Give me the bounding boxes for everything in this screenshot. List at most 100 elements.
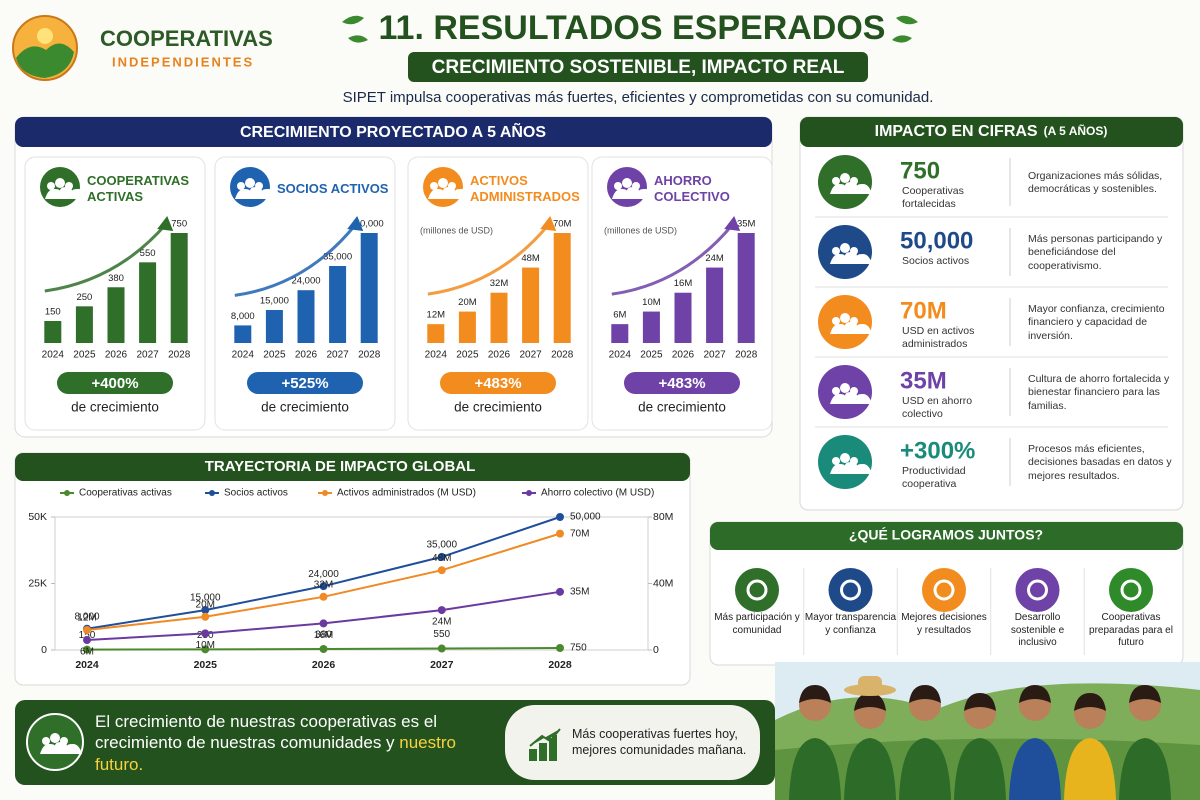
series-point bbox=[319, 644, 328, 653]
icon-glyph bbox=[840, 173, 850, 183]
series-point bbox=[437, 566, 446, 575]
impact-label: USD en activos administrados bbox=[902, 325, 975, 351]
benefit-icon bbox=[1015, 568, 1060, 612]
person-body bbox=[899, 738, 951, 800]
legend-dot bbox=[526, 490, 532, 496]
bar-value-label: 50,000 bbox=[355, 219, 384, 230]
point-label: 24,000 bbox=[308, 569, 339, 580]
icon-glyph bbox=[933, 579, 955, 601]
impact-description: Organizaciones más sólidas, democráticas… bbox=[1028, 169, 1163, 195]
x-tick-label: 2028 bbox=[735, 350, 758, 361]
panel-title-suffix: (A 5 AÑOS) bbox=[1044, 123, 1108, 138]
benefit-icon bbox=[828, 568, 873, 612]
benefit-label: Mejores decisiones y resultados bbox=[901, 612, 987, 636]
benefit-label: Más participación y comunidad bbox=[714, 612, 800, 636]
icon-glyph bbox=[55, 178, 65, 188]
hat-top bbox=[858, 676, 882, 690]
benefit-label: Cooperativas preparadas para el futuro bbox=[1089, 612, 1173, 648]
bar-value-label: 35,000 bbox=[323, 252, 352, 263]
point-label: 20M bbox=[196, 599, 215, 610]
series-point bbox=[319, 582, 328, 591]
point-label: 35M bbox=[570, 586, 589, 597]
impact-description-box: Más personas participando y beneficiándo… bbox=[1028, 233, 1162, 271]
bar-value-label: 8,000 bbox=[231, 311, 255, 322]
x-tick-label: 2028 bbox=[168, 350, 191, 361]
bar bbox=[458, 311, 476, 343]
bar bbox=[360, 233, 378, 343]
benefit-label: Mayor transparencia y confianza bbox=[804, 612, 897, 636]
benefit-icon bbox=[1109, 568, 1153, 612]
card-title-box: ACTIVOS ADMINISTRADOS bbox=[470, 173, 580, 204]
impact-label: USD en ahorro colectivo bbox=[902, 395, 973, 421]
growth-pill bbox=[57, 372, 173, 394]
benefit-label-box: Más participación y comunidad bbox=[714, 612, 800, 636]
bar bbox=[265, 310, 283, 343]
icon-glyph bbox=[832, 177, 840, 185]
icon-glyph bbox=[237, 182, 245, 190]
x-tick-label: 2024 bbox=[425, 350, 448, 361]
impact-value: 70M bbox=[900, 297, 947, 324]
x-tick-label: 2024 bbox=[75, 659, 99, 671]
growth-pill bbox=[624, 372, 740, 394]
trend-arrowhead bbox=[347, 216, 364, 231]
tagline: SIPET impulsa cooperativas más fuertes, … bbox=[343, 89, 934, 106]
y-tick-label: 40M bbox=[653, 577, 673, 589]
footer-message: El crecimiento de nuestras cooperativas … bbox=[95, 712, 438, 753]
growth-value: +483% bbox=[658, 375, 705, 392]
point-label: 16M bbox=[314, 630, 333, 641]
bar-value-label: 16M bbox=[674, 278, 693, 289]
x-tick-label: 2026 bbox=[295, 350, 318, 361]
x-tick-label: 2025 bbox=[456, 350, 479, 361]
trend-arrow bbox=[427, 224, 550, 296]
person-body bbox=[844, 738, 896, 800]
icon-glyph bbox=[746, 579, 768, 601]
person-hair bbox=[1129, 685, 1161, 703]
footer-message-box: El crecimiento de nuestras cooperativas … bbox=[95, 712, 505, 774]
point-label: 10M bbox=[196, 640, 215, 651]
footer-message-box-box: El crecimiento de nuestras cooperativas … bbox=[95, 712, 505, 774]
impact-description: Procesos más eficientes, decisiones basa… bbox=[1028, 443, 1172, 482]
growth-value: +400% bbox=[91, 375, 138, 392]
footer-highlight: nuestro futuro. bbox=[95, 733, 456, 774]
icon-glyph bbox=[50, 733, 60, 743]
x-tick-label: 2026 bbox=[105, 350, 128, 361]
series-point bbox=[556, 513, 564, 521]
y-tick-label: 50K bbox=[28, 511, 47, 523]
icon-glyph bbox=[438, 178, 448, 188]
x-tick-label: 2026 bbox=[312, 659, 336, 671]
series-point bbox=[319, 592, 328, 601]
icon-glyph bbox=[40, 742, 82, 754]
icon-glyph bbox=[830, 252, 872, 264]
card-title: SOCIOS ACTIVOS bbox=[277, 180, 389, 196]
callout-icon bbox=[529, 728, 561, 761]
growth-caption: de crecimiento bbox=[454, 400, 542, 415]
impact-description: Cultura de ahorro fortalecida y bienesta… bbox=[1028, 373, 1170, 412]
bar bbox=[490, 292, 508, 343]
subtitle: CRECIMIENTO SOSTENIBLE, IMPACTO REAL bbox=[432, 57, 845, 78]
icon-glyph bbox=[245, 178, 255, 188]
point-label: 380 bbox=[315, 630, 332, 641]
panel-title: CRECIMIENTO PROYECTADO A 5 AÑOS bbox=[240, 121, 546, 141]
impact-description-box: Procesos más eficientes, decisiones basa… bbox=[1028, 443, 1172, 482]
icon-glyph bbox=[830, 322, 872, 334]
growth-value: +525% bbox=[281, 375, 328, 392]
series-point bbox=[556, 587, 564, 596]
panel-title-main: IMPACTO EN CIFRAS bbox=[875, 123, 1038, 140]
impact-description-box: Mayor confianza, crecimiento financiero … bbox=[1028, 303, 1165, 341]
trend-arrowhead bbox=[540, 216, 557, 231]
x-tick-label: 2024 bbox=[42, 350, 65, 361]
icon-glyph bbox=[430, 182, 438, 190]
bar bbox=[611, 324, 629, 343]
x-tick-label: 2027 bbox=[430, 659, 454, 671]
bar bbox=[522, 267, 540, 343]
series-point bbox=[437, 606, 446, 615]
card-title-box: COOPERATIVAS ACTIVAS bbox=[87, 173, 189, 204]
bar-value-label: 35M bbox=[737, 219, 756, 230]
point-label: 24M bbox=[432, 617, 451, 628]
icon-glyph bbox=[1027, 579, 1048, 601]
bar-value-label: 70M bbox=[553, 219, 572, 230]
callout bbox=[505, 705, 760, 780]
impact-label-box: Socios activos bbox=[902, 255, 969, 267]
icon-glyph bbox=[832, 387, 840, 395]
